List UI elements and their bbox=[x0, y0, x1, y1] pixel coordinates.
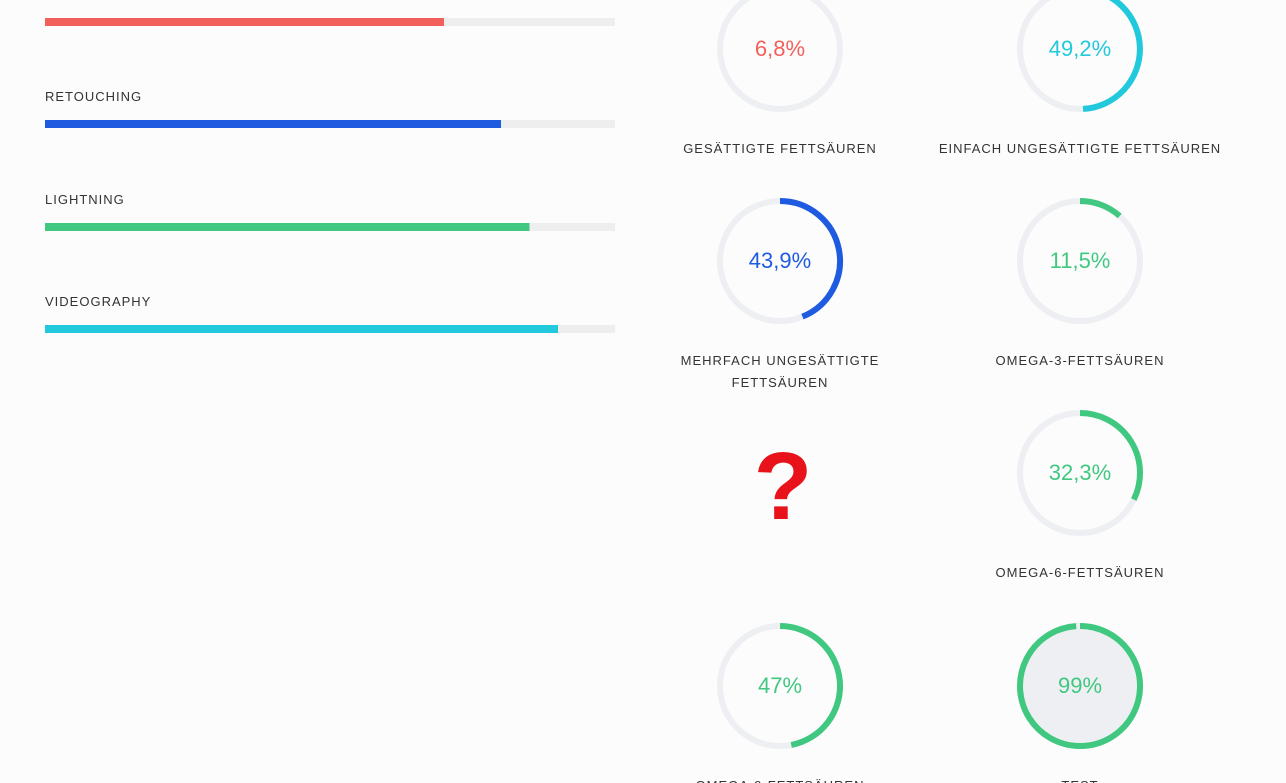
ring-value: 47% bbox=[758, 673, 802, 698]
ring-value: 32,3% bbox=[1049, 460, 1111, 485]
ring-label: OMEGA-9-FETTSÄUREN bbox=[680, 775, 880, 783]
ring-arc bbox=[779, 198, 843, 320]
ring-track bbox=[717, 0, 843, 112]
skill-label: LIGHTNING bbox=[45, 192, 125, 207]
ring-label: GESÄTTIGTE FETTSÄUREN bbox=[683, 141, 877, 156]
ring-value: 6,8% bbox=[755, 36, 805, 61]
ring-label: OMEGA-3-FETTSÄUREN bbox=[995, 353, 1165, 368]
skill-label: VIDEOGRAPHY bbox=[45, 294, 152, 309]
ring-arc bbox=[779, 623, 844, 748]
ring-arc bbox=[1079, 198, 1122, 219]
bar-fill bbox=[45, 120, 501, 128]
ring-value: 43,9% bbox=[749, 248, 811, 273]
ring-value: 99% bbox=[1058, 673, 1102, 698]
ring-label: EINFACH UNGESÄTTIGTE FETTSÄUREN bbox=[938, 141, 1222, 156]
ring-label: MEHRFACH UNGESÄTTIGTE FETTSÄUREN bbox=[680, 353, 880, 390]
ring-arc bbox=[1017, 623, 1143, 749]
ring-label: OMEGA-6-FETTSÄUREN bbox=[995, 565, 1165, 580]
ring-arc bbox=[1079, 410, 1143, 501]
ring-value: 49,2% bbox=[1049, 36, 1111, 61]
skill-label: RETOUCHING bbox=[45, 89, 143, 104]
ring-arc bbox=[1082, 0, 1143, 112]
ring-value: 11,5% bbox=[1050, 248, 1111, 273]
bar-fill bbox=[45, 18, 444, 26]
question-mark: ? bbox=[754, 433, 813, 540]
bar-fill bbox=[45, 223, 530, 231]
bar-fill bbox=[45, 325, 558, 333]
ring-label: TEST bbox=[930, 775, 1230, 783]
